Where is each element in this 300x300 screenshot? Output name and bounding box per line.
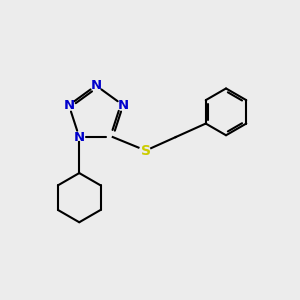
Text: N: N — [63, 99, 74, 112]
Text: S: S — [141, 144, 151, 158]
Text: N: N — [74, 130, 85, 144]
Text: N: N — [90, 79, 102, 92]
Text: N: N — [118, 99, 129, 112]
